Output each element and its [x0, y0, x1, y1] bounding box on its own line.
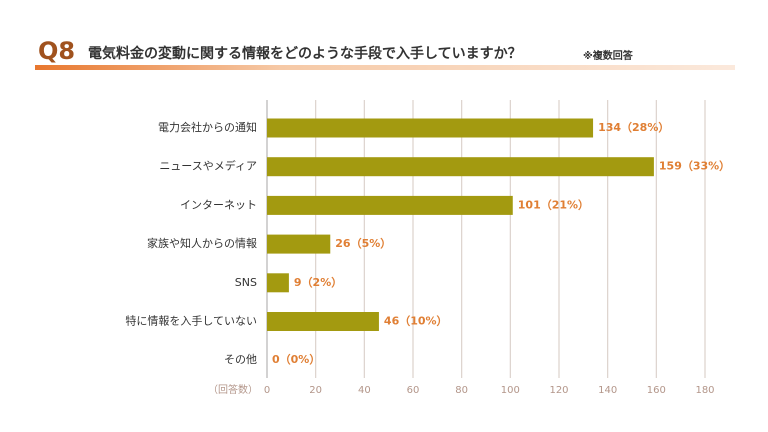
value-label: 26（5%）: [335, 237, 391, 250]
y-tick-label: 家族や知人からの情報: [147, 236, 257, 250]
x-tick-label: 140: [598, 385, 617, 396]
bar: [267, 157, 654, 177]
bar: [267, 234, 331, 254]
value-label: 0（0%）: [272, 353, 320, 366]
x-axis-label: （回答数）: [208, 383, 258, 396]
value-label: 46（10%）: [384, 315, 448, 328]
value-label: 134（28%）: [598, 121, 669, 134]
y-tick-label: 電力会社からの通知: [158, 120, 257, 134]
value-label: 9（2%）: [294, 276, 342, 289]
x-tick-label: 180: [695, 385, 714, 396]
y-tick-label: SNS: [235, 276, 257, 289]
bar: [267, 118, 594, 138]
bar: [267, 195, 513, 215]
y-tick-label: その他: [224, 353, 257, 366]
x-tick-label: 20: [309, 385, 322, 396]
x-tick-label: 80: [455, 385, 468, 396]
value-label: 159（33%）: [659, 160, 730, 173]
bar: [267, 312, 379, 331]
chart-title: 電気料金の変動に関する情報をどのような手段で入手していますか？: [88, 45, 522, 62]
question-number: Q8: [38, 37, 75, 65]
x-tick-label: 160: [647, 385, 666, 396]
y-tick-label: 特に情報を入手していない: [125, 314, 257, 328]
y-tick-label: インターネット: [180, 198, 257, 211]
title-note: ※複数回答: [583, 49, 634, 62]
x-tick-label: 40: [358, 385, 371, 396]
y-tick-label: ニュースやメディア: [159, 159, 257, 173]
x-tick-label: 60: [407, 385, 420, 396]
x-tick-label: 120: [549, 385, 568, 396]
title-underline: [35, 65, 735, 70]
bar: [267, 273, 289, 293]
x-tick-label: 100: [501, 385, 520, 396]
x-tick-label: 0: [264, 385, 270, 396]
value-label: 101（21%）: [518, 198, 589, 211]
